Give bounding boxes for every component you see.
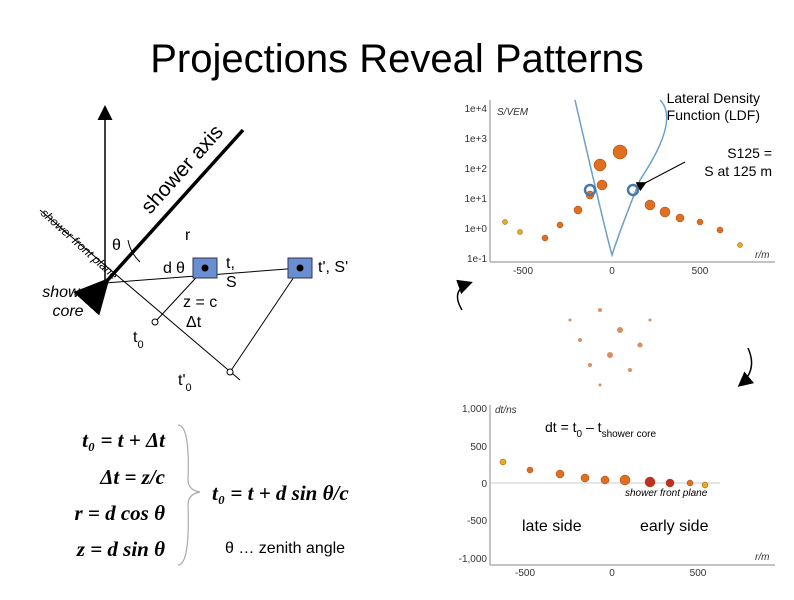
axis-label: r/m — [755, 552, 769, 563]
tick-label: -1,000 — [459, 554, 488, 565]
tick-label: -500 — [515, 568, 535, 579]
tick-label: 1e+1 — [464, 194, 487, 205]
late-side: late side — [522, 518, 582, 535]
equation: z = d sin θ — [76, 537, 165, 561]
dt-definition: dt = t0 – tshower core — [545, 419, 656, 440]
s125-callout: S at 125 m — [704, 163, 772, 179]
title: Projections Reveal Patterns — [150, 37, 644, 81]
tick-label: -500 — [467, 516, 487, 527]
tick-label: 1,000 — [462, 404, 487, 415]
ldf-yticks: 1e+4 1e+3 1e+2 1e+1 1e+0 1e-1 — [464, 104, 487, 265]
tick-label: 1e+0 — [464, 224, 487, 235]
equation: t₀ = t + Δt — [82, 428, 166, 452]
tick-label: 1e+2 — [464, 164, 487, 175]
tick-label: 1e+3 — [464, 134, 487, 145]
tick-label: 500 — [692, 266, 709, 277]
equation: Δt = z/c — [99, 465, 165, 489]
shower-axis-label: shower axis — [137, 121, 228, 219]
tick-label: 0 — [481, 479, 487, 490]
s125-callout: S125 = — [727, 145, 772, 161]
tick-label: 500 — [690, 568, 707, 579]
tick-label: -500 — [513, 266, 533, 277]
tp0-label: t'0 — [178, 372, 192, 394]
tick-label: 1e+4 — [464, 104, 487, 115]
detector-label: S — [226, 274, 237, 291]
equation: t₀ = t + d sin θ/c — [212, 481, 349, 505]
tick-label: 0 — [609, 266, 615, 277]
tick-label: 500 — [470, 442, 487, 453]
ldf-callout: Function (LDF) — [667, 107, 760, 123]
d-label: d — [163, 260, 172, 277]
t0-label: t0 — [133, 329, 144, 351]
core-label: core — [52, 303, 83, 320]
detector-label: t, — [226, 255, 235, 272]
dt-label: Δt — [186, 314, 202, 331]
detector-label: t', S' — [318, 259, 348, 276]
front-plane-label: shower front plane — [38, 206, 121, 283]
geometry-diagram — [39, 105, 313, 381]
curve-label: shower front plane — [625, 488, 708, 499]
axis-label: dt/ns — [495, 405, 517, 416]
ldf-plot — [489, 99, 775, 263]
core-label: shower — [42, 284, 94, 301]
axis-label: r/m — [755, 250, 769, 261]
early-side: early side — [640, 518, 709, 535]
footprint — [568, 308, 652, 387]
time-plot — [489, 405, 775, 566]
r-label: r — [185, 227, 191, 244]
theta-label: θ — [112, 237, 121, 254]
zenith-note: θ … zenith angle — [225, 540, 345, 557]
tick-label: 0 — [609, 568, 615, 579]
theta-label: θ — [176, 260, 185, 277]
equation: r = d cos θ — [74, 501, 165, 525]
tick-label: 1e-1 — [467, 254, 487, 265]
z-label: z = c — [183, 294, 217, 311]
axis-label: S/VEM — [497, 107, 529, 118]
ldf-callout: Lateral Density — [667, 90, 760, 106]
